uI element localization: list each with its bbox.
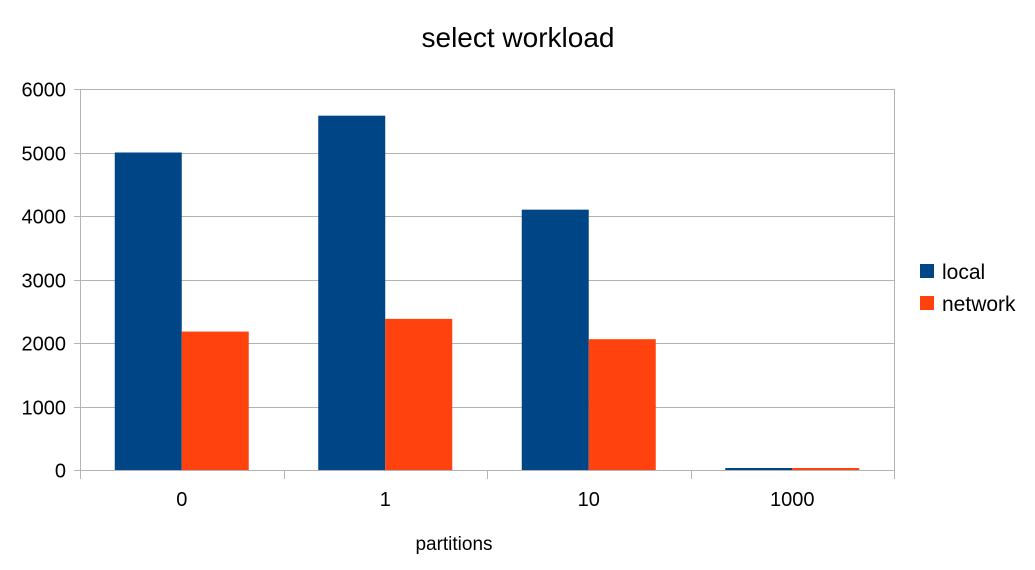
bar-local-1	[318, 115, 386, 471]
x-tick-labels: 0 1 10 1000	[176, 489, 814, 511]
legend: local network	[920, 261, 1016, 316]
bar-network-0	[181, 331, 249, 470]
legend-swatch-network	[920, 296, 934, 310]
y-tick-label: 2000	[22, 334, 67, 356]
legend-label-local: local	[942, 261, 985, 284]
y-tick-label: 3000	[22, 271, 67, 293]
bar-local-1000	[725, 468, 793, 470]
y-tick-label: 1000	[22, 398, 67, 420]
bars	[114, 115, 860, 471]
x-tick-label: 1000	[770, 489, 815, 511]
bar-network-1000	[792, 468, 860, 470]
y-tick-label: 5000	[22, 144, 67, 166]
y-tick-label: 6000	[22, 80, 67, 102]
y-tick-label: 4000	[22, 207, 67, 229]
bar-network-1	[385, 318, 453, 470]
y-tick-label: 0	[55, 461, 66, 483]
y-tick-labels: 0 1000 2000 3000 4000 5000 6000	[22, 80, 67, 483]
x-axis-label: partitions	[415, 534, 492, 555]
chart-title: select workload	[422, 22, 615, 53]
bar-local-10	[521, 209, 589, 470]
x-tick-label: 10	[578, 489, 600, 511]
x-tick-label: 1	[380, 489, 391, 511]
axes	[74, 89, 895, 479]
bar-local-0	[114, 152, 182, 470]
x-tick-label: 0	[176, 489, 187, 511]
legend-swatch-local	[920, 264, 934, 278]
legend-label-network: network	[942, 293, 1016, 316]
bar-network-10	[588, 339, 656, 470]
